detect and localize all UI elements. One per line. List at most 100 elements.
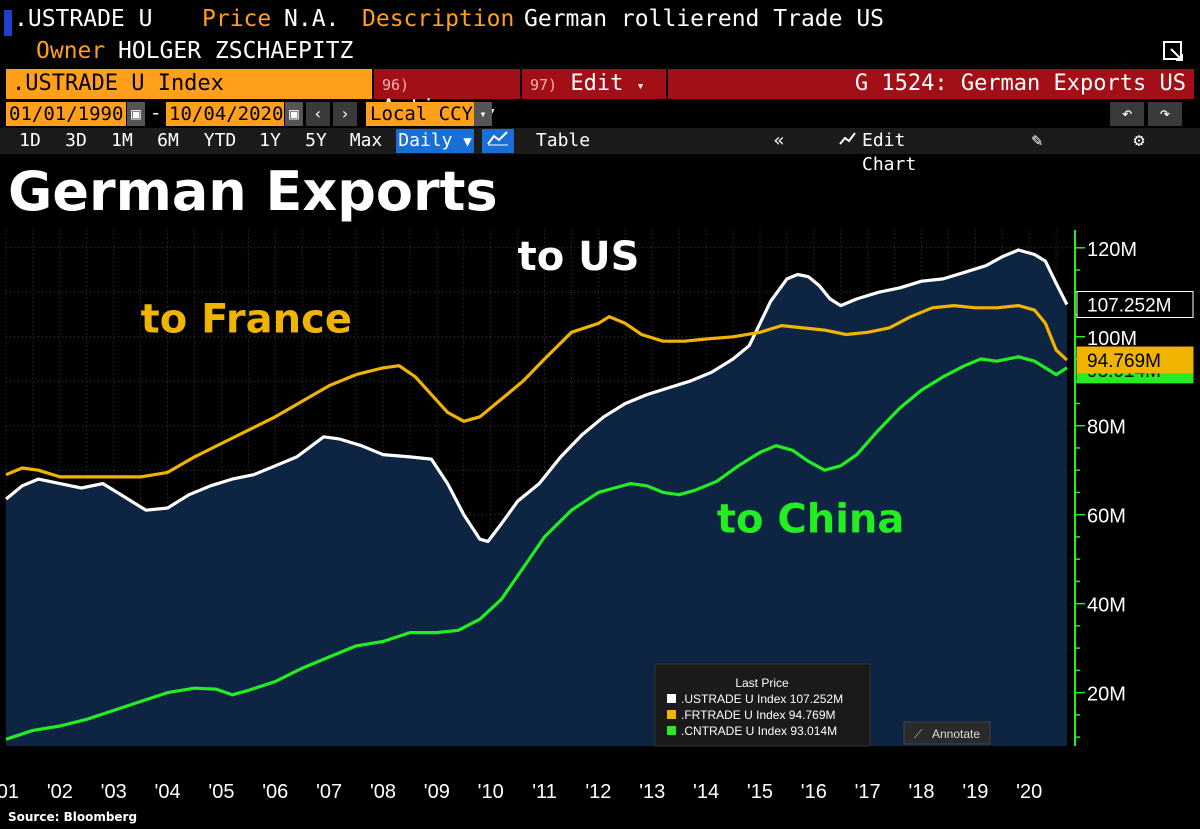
x-axis: '01 '02 '03 '04 '05 '06 '07 '08 '09 '10 '11 '12 '13 '… (0, 781, 1042, 803)
period-1d[interactable]: 1D (19, 130, 41, 151)
chart-function-title: G 1524: German Exports US (668, 69, 1194, 99)
frequency-arrow-icon: ▼ (463, 134, 472, 150)
share-icon[interactable] (1162, 40, 1186, 64)
y-axis: 20M 40M 60M 80M 100M 120M (1074, 230, 1137, 746)
y-tick-label: 40M (1087, 595, 1126, 617)
x-tick-label: '02 (47, 781, 73, 803)
description-label: Description (362, 6, 515, 32)
x-tick-label: '09 (424, 781, 450, 803)
legend: Last Price .USTRADE U Index 107.252M .FR… (654, 663, 871, 747)
period-ytd[interactable]: YTD (203, 130, 237, 151)
owner-label: Owner (36, 38, 106, 64)
period-max[interactable]: Max (349, 130, 383, 151)
x-tick-label: '06 (262, 781, 288, 803)
next-arrow-icon[interactable]: › (333, 102, 357, 126)
period-3d[interactable]: 3D (65, 130, 87, 151)
period-5y[interactable]: 5Y (305, 130, 327, 151)
x-tick-label: '14 (693, 781, 719, 803)
y-tick-label: 80M (1087, 417, 1126, 439)
security-header: .USTRADE U Price N.A. Description German… (0, 4, 1200, 36)
end-calendar-icon[interactable]: ▣ (285, 102, 303, 126)
owner-row: Owner HOLGER ZSCHAEPITZ (0, 38, 1200, 68)
series-line-us (4, 248, 1069, 543)
x-tick-label: '01 (0, 781, 19, 803)
x-tick-label: '07 (316, 781, 342, 803)
x-tick-label: '13 (639, 781, 665, 803)
legend-swatch-us (667, 694, 676, 703)
period-bar: 1D 3D 1M 6M YTD 1Y 5Y Max Daily ▼ Table … (0, 128, 1200, 175)
x-tick-label: '17 (855, 781, 881, 803)
edit-dropdown-icon: ▾ (636, 79, 645, 94)
last-value-france: 94.769M (1076, 346, 1194, 374)
annotate-button[interactable]: ⟋ Annotate (903, 721, 991, 745)
legend-entry-us: .USTRADE U Index 107.252M (681, 692, 843, 706)
y-tick-label: 60M (1087, 506, 1126, 528)
source-note: Source: Bloomberg (8, 810, 138, 824)
series-line-china (5, 355, 1068, 741)
period-1y[interactable]: 1Y (259, 130, 281, 151)
x-tick-label: '03 (101, 781, 127, 803)
currency-select[interactable]: Local CCY (366, 102, 492, 126)
chart-title: German Exports (8, 160, 498, 223)
annotate-icon: ⟋ (914, 727, 923, 741)
legend-box (654, 663, 871, 747)
table-button[interactable]: Table (535, 130, 591, 151)
annotate-label: Annotate (932, 727, 980, 741)
start-date-input[interactable]: 01/01/1990 (6, 102, 126, 126)
actions-number: 96) (382, 76, 410, 94)
function-toolbar: .USTRADE U Index 96) Actions ▾ 97) Edit … (0, 69, 1200, 121)
legend-title: Last Price (735, 676, 789, 690)
settings-gear-icon[interactable]: ⚙ (1133, 130, 1145, 151)
last-value-label-us: 107.252M (1087, 295, 1172, 316)
edit-button[interactable]: 97) Edit ▾ (522, 69, 666, 99)
edit-chart-button[interactable]: Edit Chart (862, 130, 917, 175)
line-chart-icon[interactable] (482, 129, 514, 153)
edit-chart-icon[interactable] (838, 129, 858, 153)
draw-icon[interactable]: ✎ (1031, 130, 1043, 151)
y-tick-label: 100M (1087, 328, 1137, 350)
x-tick-label: '04 (155, 781, 181, 803)
legend-entry-france: .FRTRADE U Index 94.769M (681, 708, 836, 722)
x-tick-label: '11 (532, 781, 557, 803)
ticker-text: .USTRADE U (14, 6, 153, 32)
security-marker (4, 10, 12, 36)
prev-arrow-icon[interactable]: ‹ (306, 102, 330, 126)
currency-dropdown-icon[interactable]: ▾ (474, 102, 492, 126)
x-tick-label: '08 (370, 781, 396, 803)
owner-value: HOLGER ZSCHAEPITZ (118, 38, 354, 64)
actions-button[interactable]: 96) Actions ▾ (374, 69, 520, 121)
legend-entry-china: .CNTRADE U Index 93.014M (681, 724, 837, 738)
redo-icon[interactable]: ↷ (1148, 102, 1182, 126)
collapse-icon[interactable]: « (773, 130, 785, 151)
date-separator: - (150, 102, 162, 124)
x-tick-label: '16 (801, 781, 827, 803)
x-tick-label: '10 (478, 781, 504, 803)
x-tick-label: '15 (747, 781, 773, 803)
area-fill-us (6, 250, 1067, 746)
description-value: German rollierend Trade US (524, 6, 885, 32)
security-field[interactable]: .USTRADE U Index (6, 69, 372, 99)
annotation-us: to US (518, 234, 640, 280)
last-value-us: 107.252M (1076, 290, 1194, 318)
legend-swatch-france (667, 710, 676, 719)
undo-icon[interactable]: ↶ (1110, 102, 1144, 126)
edit-label: Edit (570, 71, 624, 96)
last-value-label-france: 94.769M (1087, 351, 1161, 372)
x-tick-label: '12 (585, 781, 611, 803)
x-tick-label: '18 (908, 781, 934, 803)
x-tick-label: '19 (962, 781, 988, 803)
y-tick-label: 120M (1087, 239, 1137, 261)
legend-swatch-china (667, 726, 676, 735)
period-6m[interactable]: 6M (157, 130, 179, 151)
currency-value: Local CCY (370, 103, 473, 125)
period-1m[interactable]: 1M (111, 130, 133, 151)
price-label: Price (202, 6, 272, 32)
end-date-input[interactable]: 10/04/2020 (166, 102, 284, 126)
edit-number: 97) (530, 76, 558, 94)
frequency-dropdown[interactable]: Daily ▼ (396, 129, 474, 153)
series-line-france (5, 304, 1068, 479)
y-tick-label: 20M (1087, 684, 1126, 706)
price-value: N.A. (284, 6, 340, 32)
start-calendar-icon[interactable]: ▣ (127, 102, 145, 126)
